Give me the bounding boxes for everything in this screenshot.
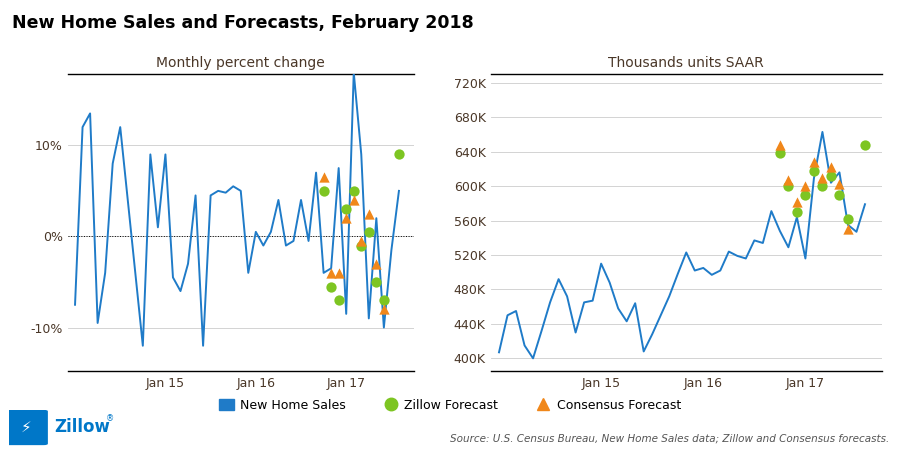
Point — [858, 141, 872, 149]
Point — [377, 306, 392, 313]
Legend: New Home Sales, Zillow Forecast, Consensus Forecast: New Home Sales, Zillow Forecast, Consens… — [213, 394, 687, 417]
Point — [815, 174, 830, 181]
Point — [789, 198, 804, 205]
Text: ®: ® — [106, 414, 114, 423]
Point — [773, 141, 788, 149]
Text: New Home Sales and Forecasts, February 2018: New Home Sales and Forecasts, February 2… — [12, 14, 473, 32]
Point — [798, 183, 813, 190]
Point — [789, 208, 804, 216]
Point — [377, 297, 392, 304]
Point — [781, 183, 796, 190]
Point — [331, 297, 346, 304]
Point — [815, 183, 830, 190]
Point — [798, 191, 813, 198]
Point — [781, 176, 796, 184]
FancyBboxPatch shape — [4, 410, 48, 445]
Point — [841, 225, 855, 233]
Point — [362, 210, 376, 217]
Point — [841, 215, 855, 222]
Point — [324, 269, 338, 276]
Point — [369, 260, 383, 267]
Point — [806, 167, 821, 174]
Point — [392, 151, 406, 158]
Point — [832, 191, 847, 198]
Point — [346, 196, 361, 203]
Title: Monthly percent change: Monthly percent change — [157, 56, 325, 70]
Text: ⚡: ⚡ — [21, 420, 32, 435]
Point — [824, 164, 838, 171]
Point — [806, 158, 821, 166]
Point — [339, 206, 354, 213]
Point — [824, 172, 838, 180]
Point — [362, 228, 376, 235]
Text: Source: U.S. Census Bureau, New Home Sales data; Zillow and Consensus forecasts.: Source: U.S. Census Bureau, New Home Sal… — [450, 433, 889, 443]
Point — [324, 283, 338, 290]
Point — [773, 150, 788, 157]
Point — [317, 187, 331, 194]
Point — [339, 215, 354, 222]
Point — [317, 174, 331, 181]
Point — [346, 187, 361, 194]
Point — [354, 242, 368, 249]
Point — [331, 269, 346, 276]
Text: Zillow: Zillow — [54, 418, 110, 436]
Point — [354, 237, 368, 244]
Point — [832, 180, 847, 187]
Title: Thousands units SAAR: Thousands units SAAR — [608, 56, 764, 70]
Point — [369, 279, 383, 286]
